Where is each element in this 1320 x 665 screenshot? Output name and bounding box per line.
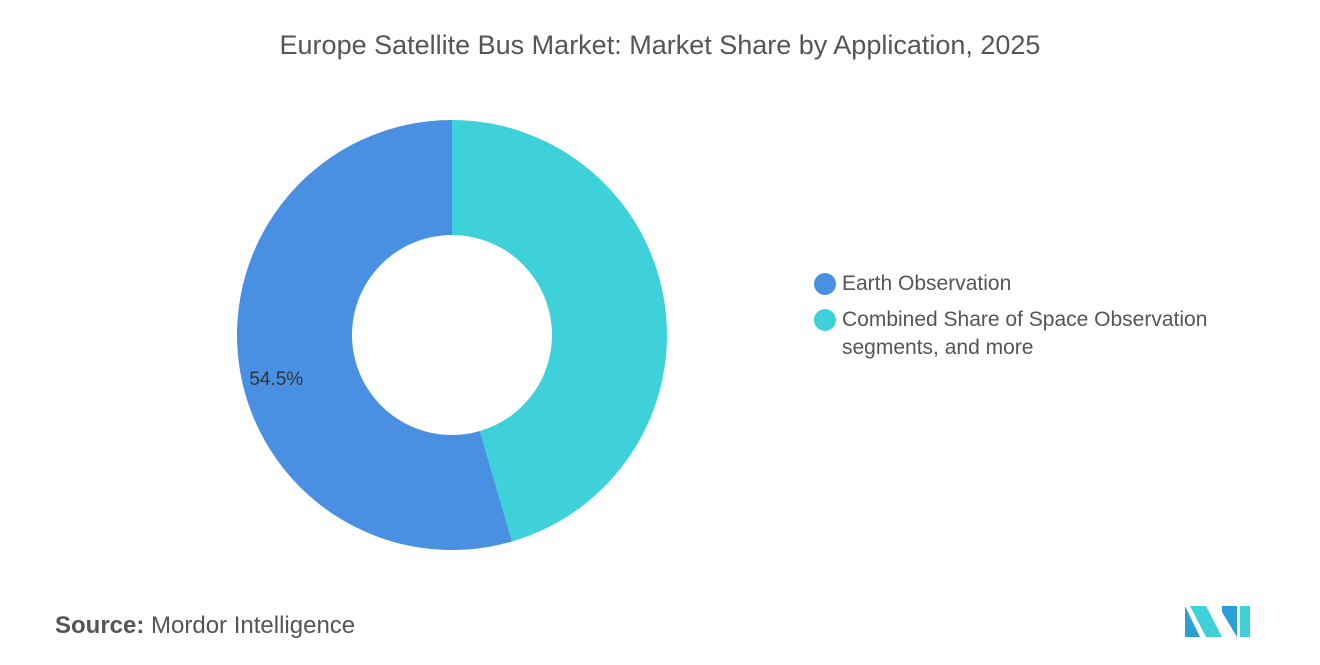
chart-title: Europe Satellite Bus Market: Market Shar… bbox=[279, 30, 1041, 60]
legend-item: Earth Observation bbox=[814, 270, 1244, 298]
source-text: Mordor Intelligence bbox=[151, 612, 356, 639]
source: Source: Mordor Intelligence bbox=[55, 612, 355, 640]
source-label: Source: bbox=[55, 612, 145, 639]
legend-label: Earth Observation bbox=[842, 272, 1012, 295]
legend-label: Combined Share of Space Observation segm… bbox=[842, 308, 1208, 359]
legend-swatch bbox=[814, 309, 836, 331]
donut-slice bbox=[236, 120, 512, 550]
legend-item: Combined Share of Space Observation segm… bbox=[814, 306, 1244, 362]
legend: Earth Observation Combined Share of Space… bbox=[814, 270, 1244, 370]
logo bbox=[1185, 606, 1250, 637]
donut-slice bbox=[452, 120, 667, 542]
data-label: 54.5% bbox=[249, 369, 303, 390]
legend-swatch bbox=[814, 273, 836, 295]
